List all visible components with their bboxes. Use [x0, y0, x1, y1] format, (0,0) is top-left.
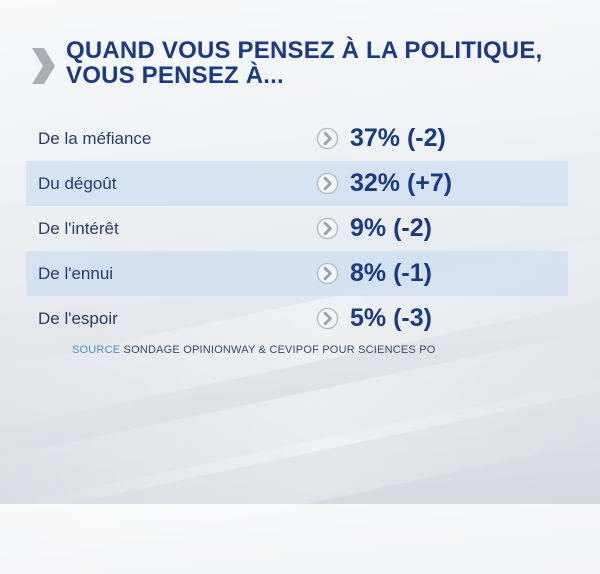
- title-line-2: VOUS PENSEZ À...: [66, 62, 284, 89]
- source-text: SONDAGE OPINIONWAY & CEVIPOF POUR SCIENC…: [123, 344, 436, 356]
- row-value: 32% (+7): [350, 169, 453, 197]
- row-label: De l'ennui: [38, 264, 114, 283]
- row-label: De l'intérêt: [38, 219, 119, 238]
- source-note: SOURCE SONDAGE OPINIONWAY & CEVIPOF POUR…: [72, 344, 436, 356]
- row-value: 37% (-2): [350, 124, 446, 152]
- table-row: De l'intérêt 9% (-2): [26, 206, 568, 251]
- row-label: De la méfiance: [38, 129, 152, 148]
- page-title: QUAND VOUS PENSEZ À LA POLITIQUE, VOUS P…: [66, 38, 542, 88]
- chevron-circle-icon: [316, 172, 339, 195]
- table-row: De l'espoir 5% (-3): [26, 296, 568, 341]
- table-row: De la méfiance 37% (-2): [26, 116, 568, 161]
- row-label: De l'espoir: [38, 309, 118, 328]
- row-value: 5% (-3): [350, 304, 432, 332]
- row-label: Du dégoût: [38, 174, 117, 193]
- results-table: De la méfiance 37% (-2) Du dégoût 32% (+…: [26, 116, 568, 341]
- row-value: 9% (-2): [350, 214, 432, 242]
- table-row: Du dégoût 32% (+7): [26, 161, 568, 206]
- table-row: De l'ennui 8% (-1): [26, 251, 568, 296]
- chevron-circle-icon: [316, 307, 339, 330]
- title-line-1: QUAND VOUS PENSEZ À LA POLITIQUE,: [66, 37, 543, 64]
- chevron-circle-icon: [316, 127, 339, 150]
- chevron-logo-icon: [32, 48, 55, 84]
- chevron-circle-icon: [316, 262, 339, 285]
- row-value: 8% (-1): [350, 259, 432, 287]
- chevron-circle-icon: [316, 217, 339, 240]
- source-key: SOURCE: [72, 344, 121, 356]
